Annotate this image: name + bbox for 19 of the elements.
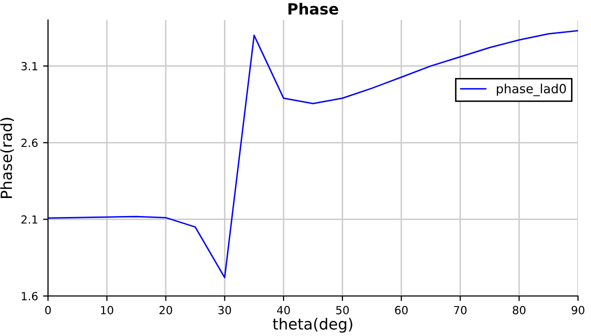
x-tick-label: 70 xyxy=(454,306,467,314)
y-tick-label: 2.1 xyxy=(21,215,38,224)
line-series xyxy=(48,30,578,278)
x-tick-label: 50 xyxy=(336,306,349,314)
x-tick-label: 80 xyxy=(512,306,526,314)
x-tick-label: 90 xyxy=(572,306,584,314)
x-tick-label: 30 xyxy=(218,306,231,314)
x-tick-label: 40 xyxy=(277,306,290,314)
x-axis-title: theta(deg) xyxy=(272,318,352,333)
x-tick-label: 20 xyxy=(160,306,172,314)
y-tick-label: 2.6 xyxy=(21,138,38,148)
y-axis-title: Phase(rad) xyxy=(0,118,14,198)
y-tick-label: 3.1 xyxy=(21,62,38,70)
x-tick-label: 0 xyxy=(45,306,51,314)
legend-label: phase_lad0 xyxy=(496,84,566,96)
x-tick-label: 10 xyxy=(101,306,114,314)
y-tick-label: 1.6 xyxy=(22,292,38,300)
x-tick-label: 60 xyxy=(395,306,408,314)
chart-title: Phase xyxy=(288,2,338,15)
